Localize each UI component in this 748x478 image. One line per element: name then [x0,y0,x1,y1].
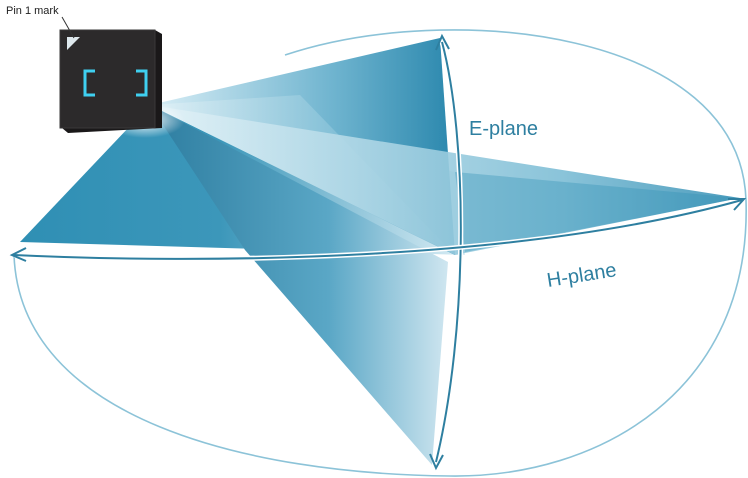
e-plane-arrowhead-bottom [429,453,444,471]
h-plane-label: H-plane [545,259,618,292]
chip-pad-left [83,69,95,97]
pin-mark-label: Pin 1 mark [6,5,59,17]
e-plane-label: E-plane [469,118,538,140]
chip-pad-right [136,69,148,97]
h-plane-beam-lower [150,105,448,465]
sensor-chip-icon [59,29,162,133]
h-plane-arrowhead-right [728,198,747,211]
right-beam-wedge-shade [455,172,740,252]
pin-mark-leader-line [61,16,75,39]
e-plane-arrowhead-top [435,33,450,51]
radiation-ellipse-outline [13,29,747,477]
pin-1-triangle-icon [67,37,80,50]
h-plane-arrowhead-left [9,247,27,262]
right-beam-wedge [150,105,740,255]
